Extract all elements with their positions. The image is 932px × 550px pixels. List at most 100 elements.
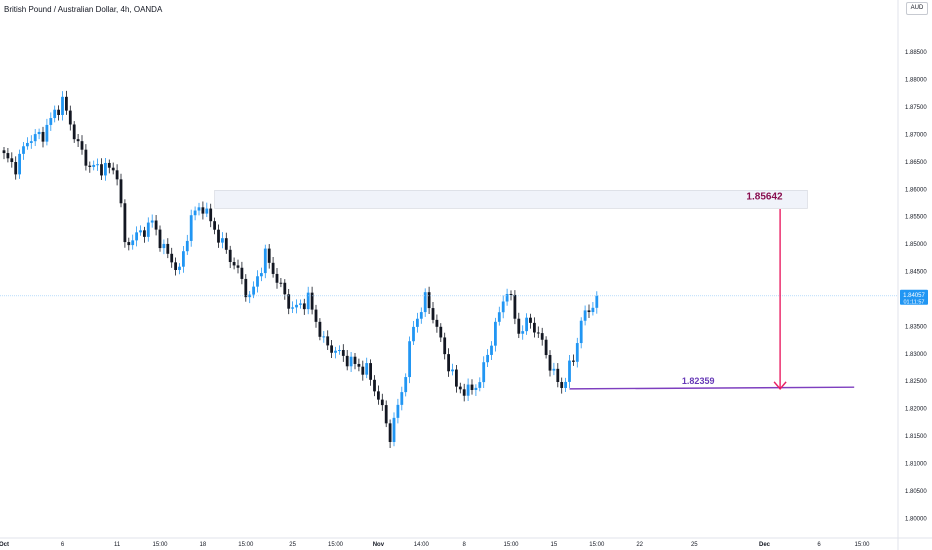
- candle-body: [365, 363, 369, 375]
- candle-body: [37, 131, 41, 135]
- candle-body: [412, 326, 415, 342]
- candle-body: [6, 153, 10, 159]
- candle-body: [96, 164, 99, 166]
- support-price-label: 1.82359: [682, 376, 715, 386]
- target-arrow-head: [773, 381, 787, 390]
- candle-body: [143, 230, 146, 237]
- candle-body: [236, 265, 240, 268]
- candle-body: [80, 141, 84, 150]
- candle-body: [560, 382, 564, 388]
- candle-body: [92, 164, 96, 167]
- price-tick-label: 1.80000: [905, 516, 927, 522]
- candle-body: [174, 262, 177, 270]
- candle-body: [474, 387, 478, 390]
- price-tick-label: 1.80500: [905, 489, 927, 495]
- candle-body: [228, 249, 232, 263]
- candle-body: [443, 337, 447, 355]
- time-tick-label: 15:00: [503, 542, 519, 548]
- candle-body: [595, 295, 599, 308]
- candle-body: [271, 262, 275, 274]
- candle-body: [61, 96, 64, 115]
- candle-body: [49, 118, 53, 125]
- candle-body: [525, 317, 528, 332]
- candle-body: [57, 109, 60, 115]
- candle-body: [513, 294, 517, 319]
- candle-body: [260, 273, 263, 277]
- time-tick-label: 15:00: [854, 542, 870, 548]
- candle-body: [33, 134, 37, 142]
- currency-selector[interactable]: AUD: [906, 2, 928, 15]
- time-axis: Oct 6 11 15:00 18 15:00 25 15:00 Nov 14:00 8 15:00 1…: [0, 542, 870, 548]
- candle-body: [587, 310, 591, 313]
- candle-body: [353, 356, 357, 364]
- candle-body: [521, 331, 525, 334]
- candle-body: [232, 262, 236, 266]
- time-tick-label: 25: [691, 542, 698, 548]
- candle-body: [111, 167, 115, 171]
- candle-body: [217, 229, 220, 243]
- candle-body: [349, 356, 353, 367]
- resistance-zone[interactable]: [214, 190, 808, 209]
- candle-body: [104, 162, 107, 176]
- candle-body: [146, 222, 150, 237]
- candle-body: [310, 292, 314, 310]
- candle-body: [529, 317, 532, 323]
- candle-body: [423, 292, 427, 313]
- candle-body: [72, 124, 76, 140]
- candle-body: [18, 153, 21, 175]
- price-tick-label: 1.81000: [905, 461, 927, 467]
- time-tick-label: 15:00: [238, 542, 254, 548]
- candle-body: [115, 170, 119, 180]
- candle-body: [439, 326, 443, 338]
- candle-body: [154, 220, 158, 230]
- candle-body: [544, 339, 548, 356]
- price-tick-label: 1.85000: [905, 242, 927, 248]
- support-line[interactable]: [569, 386, 855, 390]
- candle-body: [497, 312, 501, 322]
- candle-body: [490, 345, 493, 355]
- candle-body: [509, 293, 513, 295]
- candle-body: [400, 392, 404, 405]
- candle-body: [556, 368, 560, 383]
- candle-body: [201, 207, 205, 214]
- candle-body: [185, 240, 189, 252]
- time-tick-label: 25: [289, 542, 296, 548]
- candle-body: [158, 229, 162, 249]
- candle-body: [501, 301, 505, 313]
- candle-body: [65, 96, 68, 111]
- candle-body: [462, 389, 466, 396]
- candle-body: [68, 110, 72, 125]
- candle-body: [568, 360, 571, 382]
- candle-body: [221, 238, 224, 243]
- candle-body: [447, 354, 450, 372]
- candle-body: [505, 293, 509, 302]
- price-tick-label: 1.83500: [905, 324, 927, 330]
- candlestick-series: [2, 90, 599, 449]
- candle-body: [123, 203, 127, 243]
- candle-body: [427, 292, 431, 309]
- candle-body: [341, 350, 345, 356]
- time-tick-label: 11: [114, 542, 121, 548]
- candle-body: [150, 220, 154, 223]
- price-tick-label: 1.88000: [905, 78, 927, 84]
- candle-body: [533, 322, 536, 333]
- price-tick-label: 1.86000: [905, 187, 927, 193]
- candle-body: [470, 384, 474, 390]
- candle-body: [431, 308, 435, 320]
- candle-body: [88, 165, 92, 167]
- time-tick-label: 6: [61, 542, 65, 548]
- candle-body: [486, 354, 489, 363]
- candle-body: [139, 230, 142, 233]
- candle-body: [330, 345, 333, 353]
- candle-body: [178, 266, 181, 270]
- time-tick-label: 6: [817, 542, 821, 548]
- candle-body: [240, 267, 244, 279]
- candle-body: [419, 312, 423, 319]
- time-tick-label: 14:00: [414, 542, 430, 548]
- candle-body: [213, 221, 216, 230]
- price-tick-label: 1.84500: [905, 270, 927, 276]
- time-tick-label: 15: [551, 542, 558, 548]
- candle-body: [388, 423, 392, 442]
